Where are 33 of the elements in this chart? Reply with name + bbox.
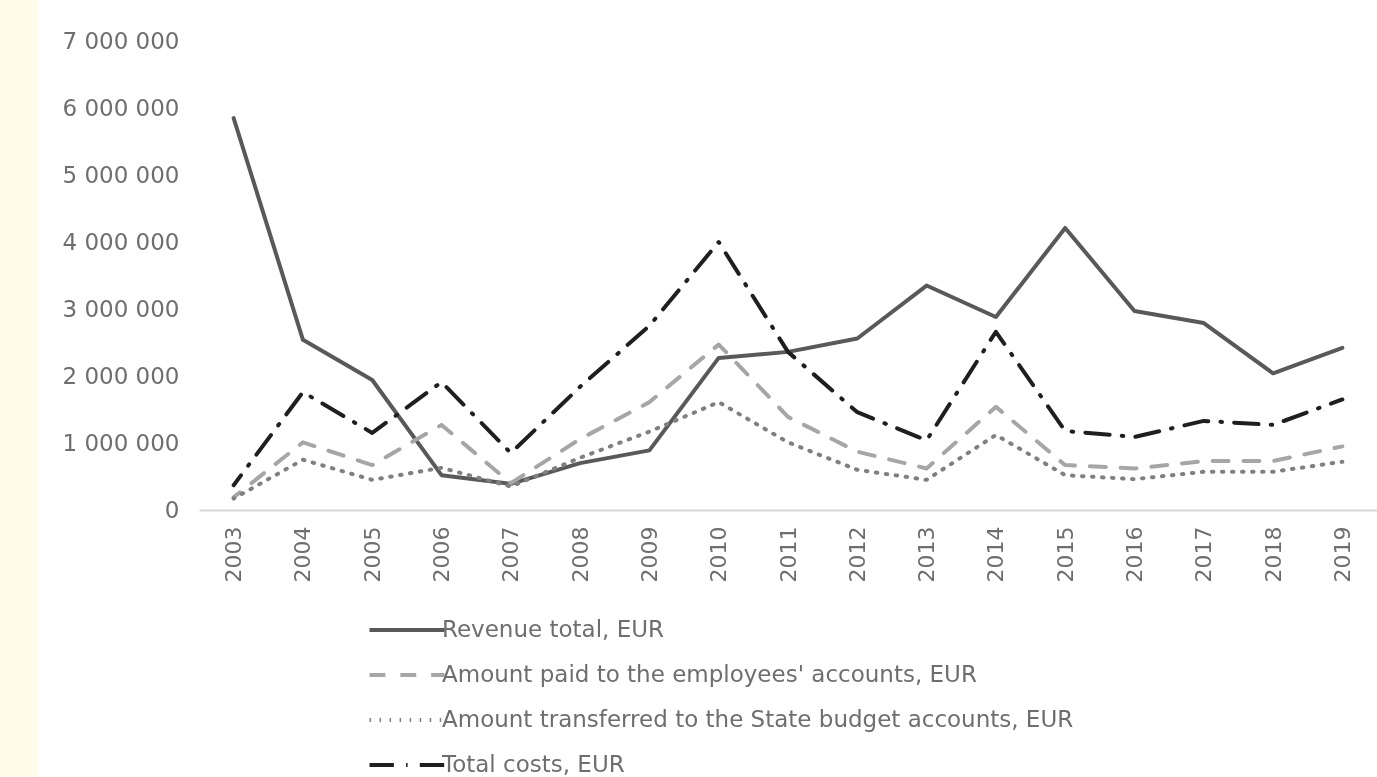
y-tick-label: 0 [164,496,180,523]
legend-label: Amount transferred to the State budget accounts, EUR [442,706,1074,732]
x-tick-label: 2019 [1329,526,1355,583]
x-tick-label: 2007 [498,526,524,583]
line-series [231,342,1345,500]
x-tick-label: 2015 [1052,526,1078,583]
line-series [231,400,1345,501]
x-tick-label: 2008 [567,526,593,583]
y-tick-label: 4 000 000 [62,228,180,255]
line-series [231,240,1345,488]
line-series [231,116,1345,486]
y-tick-label: 6 000 000 [62,94,180,121]
x-tick-label: 2013 [914,526,940,583]
legend-label: Amount paid to the employees' accounts, EUR [442,661,977,687]
x-tick-label: 2016 [1121,526,1147,583]
x-tick-label: 2014 [983,526,1009,583]
y-tick-label: 7 000 000 [62,27,180,54]
x-tick-label: 2017 [1191,526,1217,583]
x-tick-label: 2005 [359,526,385,583]
x-tick-label: 2003 [221,526,247,583]
y-tick-label: 1 000 000 [62,429,180,456]
x-tick-label: 2004 [290,526,316,583]
legend-label: Revenue total, EUR [442,616,665,642]
y-tick-label: 3 000 000 [62,295,180,322]
x-tick-label: 2012 [844,526,870,583]
legend-label: Total costs, EUR [441,751,625,777]
x-tick-label: 2011 [775,526,801,583]
x-tick-label: 2006 [429,526,455,583]
y-tick-label: 2 000 000 [62,362,180,389]
x-tick-label: 2018 [1260,526,1286,583]
y-tick-label: 5 000 000 [62,161,180,188]
x-tick-label: 2010 [706,526,732,583]
x-tick-label: 2009 [636,526,662,583]
